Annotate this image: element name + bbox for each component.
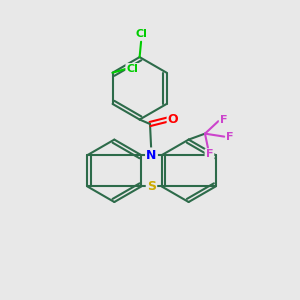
Text: F: F [220,115,227,125]
Text: Cl: Cl [135,29,147,39]
Text: S: S [147,180,156,193]
Text: F: F [226,132,234,142]
Text: F: F [206,149,213,160]
Text: N: N [146,149,157,162]
Text: Cl: Cl [127,64,138,74]
Text: O: O [168,113,178,126]
